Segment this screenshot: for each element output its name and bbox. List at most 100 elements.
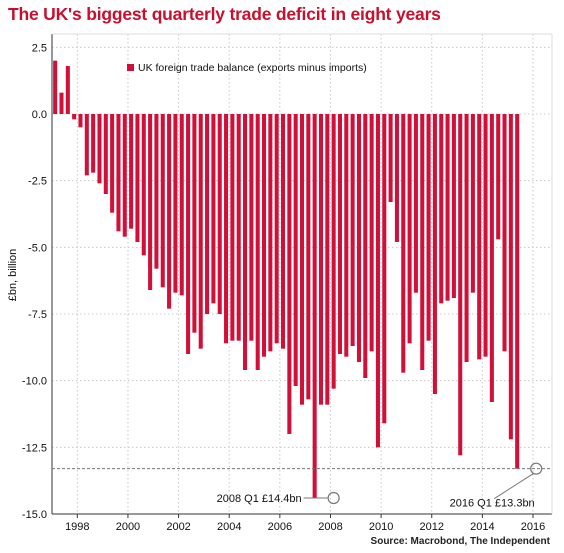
x-tick-label: 1998 — [65, 521, 89, 533]
bar — [141, 114, 146, 256]
bar — [198, 114, 203, 349]
bar — [72, 114, 77, 120]
x-tick-label: 2016 — [521, 521, 545, 533]
bar — [148, 114, 153, 290]
legend: UK foreign trade balance (exports minus … — [127, 62, 367, 74]
bar — [331, 114, 336, 389]
bar — [103, 114, 108, 194]
bar — [255, 114, 260, 370]
bar — [179, 114, 184, 296]
bar — [154, 114, 159, 269]
y-axis-label: £bn, billion — [7, 249, 19, 302]
bars — [53, 60, 520, 498]
bar — [299, 114, 305, 405]
x-tick-label: 2012 — [420, 521, 444, 533]
bar — [426, 114, 431, 341]
bar — [53, 60, 58, 114]
bar — [65, 66, 70, 114]
bar — [508, 114, 513, 440]
bar — [477, 114, 482, 360]
bar — [230, 114, 235, 341]
y-tick-label: 2.5 — [32, 42, 47, 54]
annotations: 2008 Q1 £14.4bn 2016 Q1 £13.3bn — [52, 462, 552, 510]
bar — [186, 114, 191, 354]
bar — [236, 114, 241, 341]
y-tick-label: 0.0 — [32, 109, 47, 121]
bar — [293, 114, 298, 386]
annotation-marker — [327, 491, 340, 505]
bar — [401, 114, 406, 373]
bar — [496, 114, 501, 240]
bar — [420, 114, 425, 370]
bar — [129, 114, 134, 229]
bar — [122, 114, 127, 237]
bar — [306, 114, 311, 400]
bar — [407, 114, 412, 344]
bar — [483, 114, 488, 357]
y-tick-label: -10.0 — [22, 376, 47, 388]
bar — [445, 114, 450, 301]
bar — [274, 114, 279, 344]
x-tick-label: 2004 — [217, 521, 241, 533]
bar — [211, 114, 216, 304]
y-tick-label: -2.5 — [28, 176, 47, 188]
bar — [167, 114, 172, 309]
bar — [470, 114, 475, 293]
grid-lines — [52, 34, 552, 515]
bar — [394, 114, 399, 242]
annotation-label: 2008 Q1 £14.4bn — [217, 493, 302, 505]
bar — [78, 114, 83, 128]
bar — [515, 114, 520, 469]
bar — [356, 114, 361, 362]
annotation-label: 2016 Q1 £13.3bn — [450, 498, 535, 510]
bar — [439, 114, 444, 304]
x-tick-label: 2008 — [318, 521, 342, 533]
bar — [337, 114, 342, 354]
bar — [502, 114, 507, 352]
bar — [312, 114, 317, 498]
axes: 2.5 0.0 -2.5 -5.0 -7.5 -10.0 -12.5 -15.0 1998 200… — [22, 33, 553, 533]
bar — [268, 114, 273, 352]
annotation-leader-line — [493, 473, 534, 500]
x-tick-label: 2010 — [369, 521, 393, 533]
y-tick-label: -7.5 — [28, 309, 47, 321]
bar — [97, 114, 102, 184]
bar — [464, 114, 469, 362]
bar — [84, 114, 89, 176]
bar — [243, 114, 248, 370]
x-tick-label: 2002 — [166, 521, 190, 533]
bar — [413, 114, 418, 293]
x-tick-label: 2006 — [268, 521, 292, 533]
bar — [318, 114, 324, 405]
y-tick-label: -5.0 — [28, 242, 47, 254]
bar — [489, 114, 494, 402]
bar — [110, 114, 115, 213]
bar — [205, 114, 210, 314]
bar — [116, 114, 121, 232]
y-tick-label: -15.0 — [22, 509, 47, 521]
bar — [458, 114, 463, 456]
bar — [160, 114, 165, 288]
x-tick-label: 2014 — [470, 521, 494, 533]
legend-label: UK foreign trade balance (exports minus … — [138, 62, 367, 74]
bar — [325, 114, 330, 405]
bar — [217, 114, 222, 314]
chart-title: The UK's biggest quarterly trade deficit… — [8, 4, 441, 24]
bar — [388, 114, 393, 202]
bar — [375, 114, 380, 448]
bar — [280, 114, 286, 349]
bar — [363, 114, 368, 378]
bar — [350, 114, 355, 346]
legend-swatch — [127, 64, 134, 71]
bar — [173, 114, 178, 293]
bar — [382, 114, 387, 424]
bar — [451, 114, 456, 298]
bar — [192, 114, 197, 333]
bar — [262, 114, 267, 357]
x-tick-label: 2000 — [116, 521, 140, 533]
bar — [224, 114, 229, 344]
bar — [344, 114, 349, 357]
annotation-marker — [530, 462, 543, 475]
bar — [59, 92, 64, 114]
